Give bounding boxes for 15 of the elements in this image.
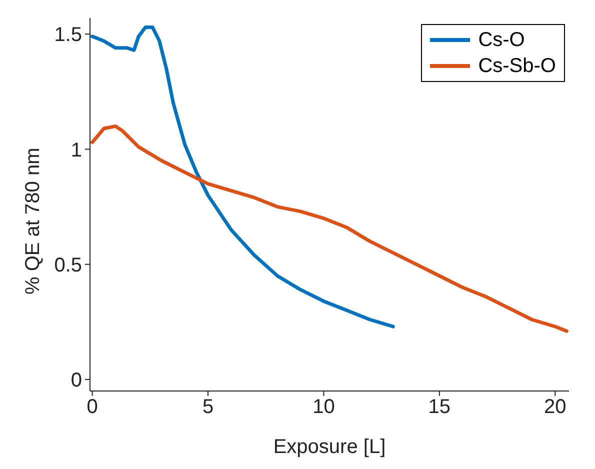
y-axis-title: % QE at 780 nm xyxy=(22,148,44,294)
x-tick-label: 5 xyxy=(202,396,214,418)
x-axis-title: Exposure [L] xyxy=(273,436,386,458)
y-tick-label: 1.5 xyxy=(54,24,82,46)
x-tick-label: 20 xyxy=(544,396,566,418)
y-tick-label: 1 xyxy=(70,139,82,162)
x-tick-label: 10 xyxy=(312,396,335,418)
line-series xyxy=(90,25,395,328)
x-tick-label: 15 xyxy=(428,396,451,418)
legend-label: Cs-O xyxy=(477,28,526,53)
x-tick-label: 0 xyxy=(86,396,98,418)
line-series xyxy=(90,124,568,333)
legend-label: Cs-Sb-O xyxy=(477,54,556,79)
y-tick-label: 0.5 xyxy=(54,254,82,276)
y-tick-label: 0 xyxy=(70,370,82,392)
